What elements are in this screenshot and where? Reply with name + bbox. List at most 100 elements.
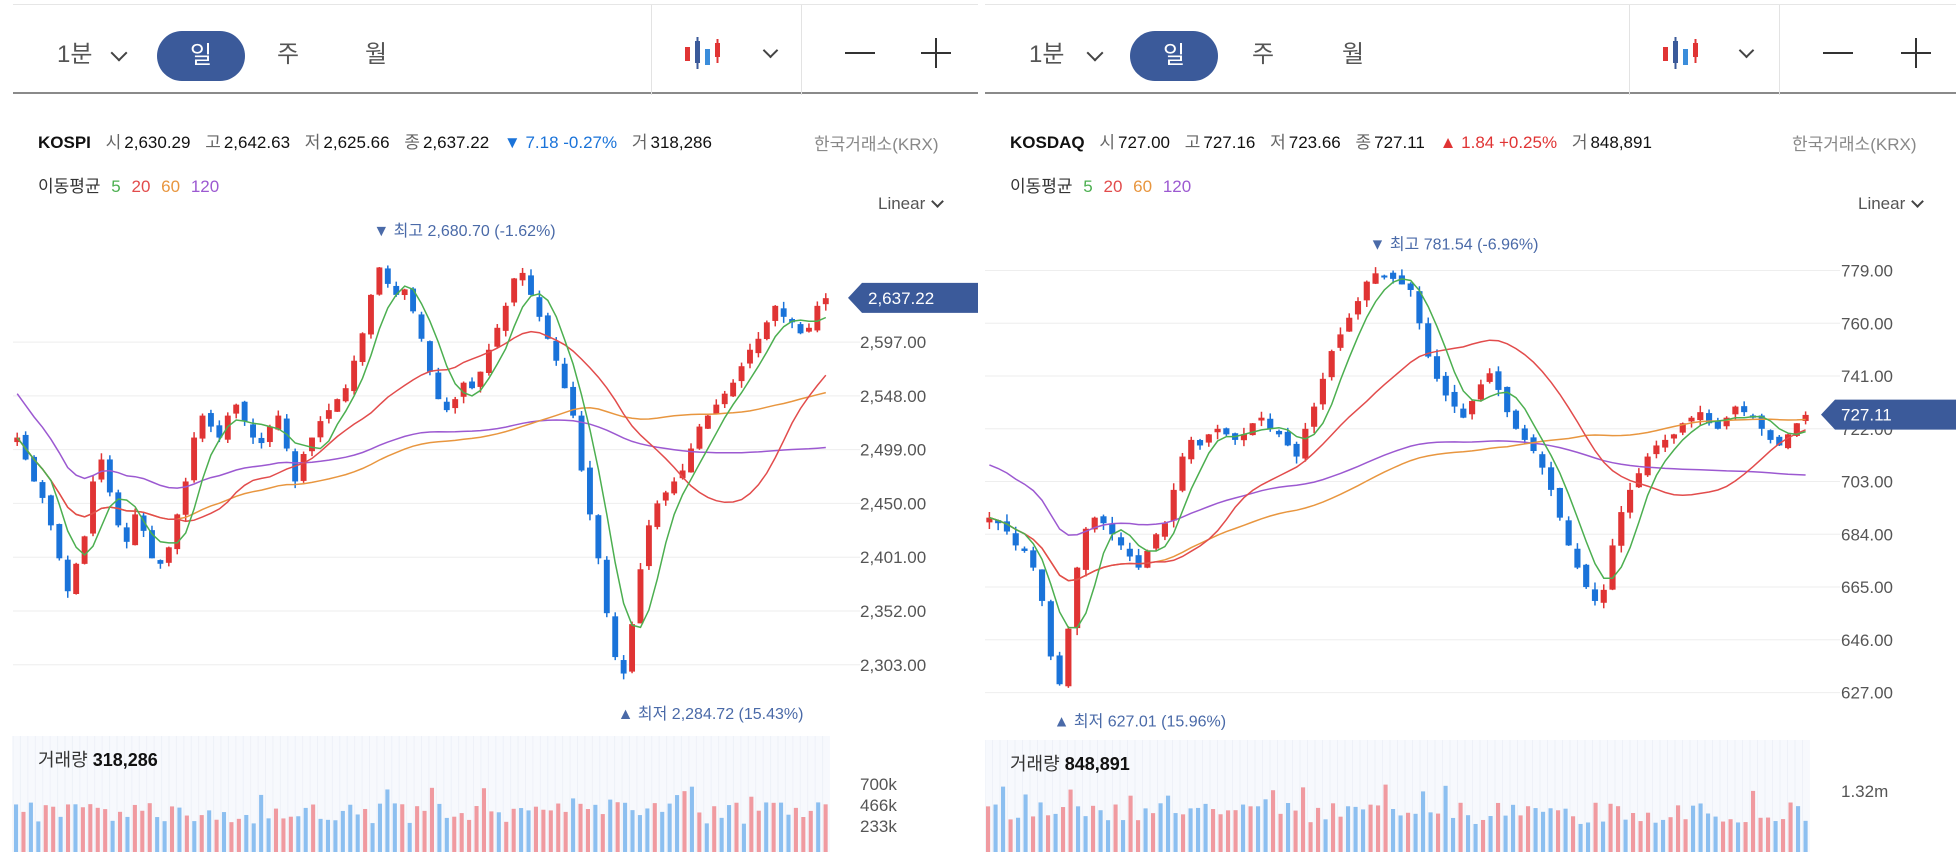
candle [1583, 563, 1590, 589]
interval-day-tab[interactable]: 일 [157, 31, 245, 81]
candle-body [384, 268, 391, 284]
volume-bar [1008, 819, 1013, 852]
candle-body [536, 297, 543, 317]
volume-bar [556, 803, 561, 852]
candle [1442, 371, 1449, 402]
candle-body [1258, 417, 1265, 421]
candle-body [519, 272, 526, 281]
scale-select[interactable]: Linear [1858, 194, 1925, 214]
candle-body [309, 437, 315, 452]
zoom-out-icon[interactable] [845, 52, 875, 54]
volume-bar [1803, 820, 1808, 852]
y-tick-label: 2,303.00 [860, 656, 926, 675]
volume-bar [712, 806, 717, 852]
candle-body [1117, 537, 1125, 546]
toolbar: 1분 일 주 월 [985, 4, 1956, 95]
candle-body [1100, 516, 1107, 524]
candle-body [191, 437, 198, 481]
volume-bar [296, 816, 301, 852]
candle [443, 397, 450, 413]
volume-bar [1503, 815, 1508, 852]
volume-bar [719, 817, 724, 852]
candle-body [511, 278, 518, 303]
candle [132, 508, 139, 546]
candlestick-chart-icon[interactable] [683, 35, 727, 75]
zoom-in-icon-vertical[interactable] [935, 38, 937, 68]
candle [1328, 349, 1335, 381]
ma-60-line [989, 418, 1806, 582]
volume-bar [689, 786, 694, 852]
candle-body [1565, 520, 1572, 546]
candle-body [578, 415, 585, 471]
candle [1196, 438, 1204, 450]
volume-bar [1353, 806, 1358, 852]
volume-bar [1586, 822, 1591, 852]
volume-bar [1421, 791, 1426, 852]
candle-body [1372, 273, 1379, 284]
candle-body [570, 386, 577, 416]
kospi-chart[interactable]: 2,303.00 2,352.00 2,401.00 2,450.00 2,499.00… [0, 0, 978, 857]
kosdaq-chart[interactable]: 627.00646.00665.00684.00703.00722.00741.… [985, 0, 1956, 857]
candle [376, 266, 383, 296]
candle [1714, 417, 1721, 430]
candle-body [39, 482, 46, 498]
candle-body [216, 425, 223, 438]
candle-body [679, 470, 686, 479]
candle-body [233, 404, 240, 414]
volume-bar [1683, 819, 1688, 852]
volume-bar [110, 820, 115, 852]
volume-bar [1413, 813, 1418, 852]
interval-month-tab[interactable]: 월 [1342, 41, 1365, 68]
interval-day-tab[interactable]: 일 [1130, 31, 1218, 81]
interval-minute-select[interactable]: 1분 [57, 41, 93, 68]
volume-bar [1241, 804, 1246, 852]
candle-body [401, 289, 408, 296]
high-value: 2,642.63 [223, 133, 291, 152]
candle-body [1609, 545, 1616, 590]
interval-week-tab[interactable]: 주 [277, 41, 300, 68]
toolbar-separator [1779, 5, 1780, 95]
candle [1425, 317, 1432, 359]
low-label: 저 [1270, 133, 1286, 152]
candle-body [1679, 423, 1686, 433]
candle [1591, 582, 1599, 606]
candle [1627, 482, 1634, 519]
volume-bar [652, 803, 657, 852]
interval-month-tab[interactable]: 월 [365, 41, 388, 68]
candle-body [199, 415, 206, 439]
ma-20-line [16, 330, 827, 523]
zoom-out-icon[interactable] [1823, 52, 1853, 54]
candle-body [106, 459, 113, 493]
volume-bar [623, 802, 628, 852]
interval-minute-select[interactable]: 1분 [1029, 41, 1065, 68]
candle-body [738, 366, 745, 382]
candle-body [1012, 533, 1019, 546]
volume-bar [1556, 810, 1561, 852]
candle-body [342, 388, 349, 402]
volume-bar [504, 821, 509, 852]
volume-bar [1766, 817, 1771, 852]
scale-select[interactable]: Linear [878, 194, 945, 214]
candle [502, 302, 509, 337]
volume-bar [1713, 816, 1718, 852]
candle [216, 420, 223, 443]
volume-bar [1248, 806, 1253, 852]
volume-bar [169, 806, 175, 852]
volume-bar [1016, 817, 1021, 852]
candle [1469, 400, 1476, 420]
candle [713, 399, 720, 415]
candle-body [426, 341, 433, 372]
volume-bar [1451, 817, 1456, 852]
candle [1100, 514, 1107, 530]
candle-body [1548, 467, 1555, 490]
zoom-in-icon-vertical[interactable] [1915, 38, 1917, 68]
candle [1082, 527, 1090, 577]
candle-body [1697, 412, 1704, 421]
candlestick-chart-icon[interactable] [1661, 35, 1705, 75]
interval-week-tab[interactable]: 주 [1252, 41, 1275, 68]
volume-bar [1668, 817, 1673, 852]
candle [1346, 313, 1353, 332]
volume-bar [1428, 812, 1433, 852]
candle-body [64, 559, 71, 592]
candle [1574, 543, 1581, 570]
